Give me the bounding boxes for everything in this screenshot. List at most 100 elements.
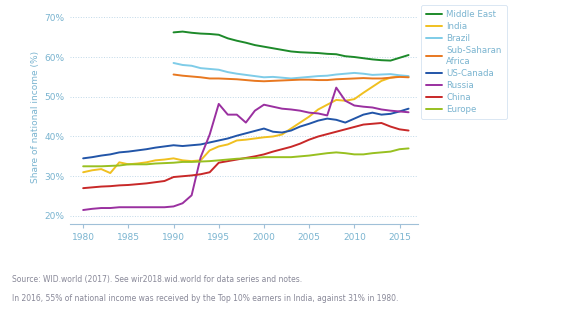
Brazil — [233, 72, 240, 76]
Europe — [215, 159, 222, 162]
Brazil — [324, 74, 331, 77]
Sub-Saharan
Africa — [296, 78, 303, 81]
Sub-Saharan
Africa — [378, 77, 385, 80]
Sub-Saharan
Africa — [369, 77, 376, 80]
Middle East — [333, 52, 340, 56]
Europe — [143, 162, 150, 166]
India — [405, 75, 412, 79]
Brazil — [170, 61, 177, 65]
Brazil — [360, 72, 367, 76]
US-Canada — [369, 111, 376, 114]
US-Canada — [288, 129, 295, 132]
US-Canada — [270, 130, 277, 134]
Brazil — [288, 77, 295, 80]
Russia — [134, 205, 141, 209]
Europe — [351, 152, 358, 156]
Middle East — [296, 50, 303, 54]
Europe — [161, 161, 168, 165]
Europe — [251, 156, 258, 160]
China — [342, 128, 349, 131]
India — [260, 135, 267, 139]
Brazil — [215, 68, 222, 72]
Europe — [369, 151, 376, 155]
Russia — [179, 202, 186, 205]
Line: Russia: Russia — [83, 88, 408, 210]
Russia — [89, 207, 96, 211]
Europe — [342, 151, 349, 155]
Middle East — [224, 36, 231, 40]
India — [107, 171, 114, 175]
Brazil — [369, 73, 376, 77]
China — [296, 142, 303, 146]
Russia — [342, 99, 349, 103]
China — [79, 186, 86, 190]
India — [197, 159, 204, 162]
India — [278, 132, 285, 136]
Middle East — [170, 30, 177, 34]
India — [360, 91, 367, 95]
China — [188, 174, 195, 177]
Brazil — [333, 73, 340, 77]
Middle East — [369, 58, 376, 61]
US-Canada — [378, 113, 385, 117]
Sub-Saharan
Africa — [206, 77, 213, 80]
Russia — [333, 86, 340, 90]
Russia — [278, 107, 285, 110]
India — [125, 162, 132, 166]
Russia — [116, 205, 123, 209]
China — [333, 130, 340, 134]
US-Canada — [107, 152, 114, 156]
Brazil — [387, 72, 394, 76]
Russia — [270, 105, 277, 109]
Middle East — [251, 43, 258, 47]
Sub-Saharan
Africa — [342, 77, 349, 81]
Europe — [188, 160, 195, 164]
US-Canada — [260, 127, 267, 130]
India — [251, 137, 258, 140]
Russia — [315, 112, 322, 115]
Middle East — [288, 49, 295, 53]
Europe — [125, 162, 132, 166]
Brazil — [179, 63, 186, 67]
Europe — [278, 155, 285, 159]
India — [215, 145, 222, 148]
India — [270, 135, 277, 138]
US-Canada — [242, 132, 249, 135]
Europe — [260, 155, 267, 159]
US-Canada — [360, 113, 367, 117]
Middle East — [233, 39, 240, 43]
Sub-Saharan
Africa — [278, 79, 285, 82]
China — [242, 156, 249, 160]
Europe — [288, 155, 295, 159]
Middle East — [315, 51, 322, 55]
India — [288, 127, 295, 130]
Russia — [152, 205, 159, 209]
US-Canada — [324, 117, 331, 120]
China — [405, 129, 412, 132]
Europe — [170, 161, 177, 165]
US-Canada — [161, 145, 168, 148]
China — [306, 138, 313, 142]
India — [179, 159, 186, 162]
Brazil — [342, 72, 349, 76]
US-Canada — [134, 149, 141, 152]
India — [387, 76, 394, 80]
US-Canada — [89, 155, 96, 159]
Sub-Saharan
Africa — [224, 77, 231, 81]
Europe — [107, 164, 114, 168]
Brazil — [224, 70, 231, 74]
Russia — [242, 121, 249, 124]
Line: US-Canada: US-Canada — [83, 109, 408, 158]
India — [342, 99, 349, 103]
US-Canada — [351, 117, 358, 120]
US-Canada — [179, 144, 186, 148]
Middle East — [215, 33, 222, 37]
Sub-Saharan
Africa — [351, 77, 358, 80]
India — [306, 115, 313, 118]
US-Canada — [170, 143, 177, 147]
China — [215, 161, 222, 165]
China — [224, 159, 231, 163]
China — [378, 121, 385, 125]
Brazil — [351, 71, 358, 75]
China — [107, 184, 114, 188]
